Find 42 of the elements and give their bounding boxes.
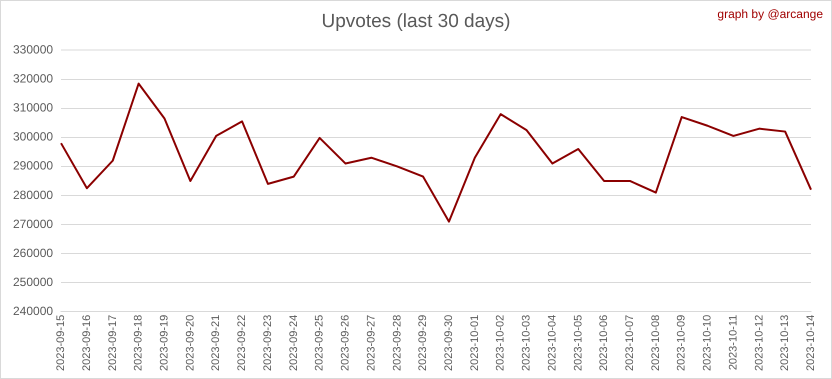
y-tick-label: 300000 [12,130,54,144]
y-tick-label: 240000 [12,304,54,318]
y-tick-label: 280000 [12,188,54,202]
y-tick-label: 250000 [12,274,54,289]
x-tick-label: 2023-09-18 [132,314,145,372]
x-tick-label: 2023-09-26 [340,314,352,372]
y-tick-label: 270000 [12,216,54,231]
chart-title: Upvotes (last 30 days) [321,11,511,32]
x-tick-label: 2023-10-08 [650,314,662,372]
x-tick-label: 2023-10-09 [676,314,688,372]
x-tick-label: 2023-10-07 [624,314,636,372]
x-tick-label: 2023-09-25 [314,314,326,372]
x-tick-label: 2023-09-24 [288,314,300,372]
y-tick-label: 330000 [12,42,54,57]
x-tick-label: 2023-09-20 [184,314,196,372]
text: graph by @arcange [717,7,823,21]
y-tick-label: 320000 [12,72,54,86]
x-tick-label: 2023-10-03 [520,314,533,372]
x-tick-label: 2023-09-15 [55,314,68,372]
x-tick-label: 2023-09-21 [210,314,222,372]
x-tick-label: 2023-10-02 [494,314,507,372]
x-tick-label: 2023-10-14 [805,314,818,372]
y-tick-label: 260000 [12,246,54,260]
x-tick-label: 2023-10-13 [779,314,792,372]
x-tick-label: 2023-09-23 [262,314,274,372]
x-tick-label: 2023-09-19 [158,314,171,372]
y-tick-label: 310000 [12,100,54,115]
x-tick-label: 2023-10-01 [468,314,481,372]
x-tick-label: 2023-10-11 [727,314,740,370]
x-tick-label: 2023-09-22 [236,314,248,372]
x-tick-label: 2023-09-29 [417,314,430,372]
y-tick-label: 290000 [12,158,54,173]
x-tick-label: 2023-10-12 [753,314,766,372]
x-tick-label: 2023-10-05 [572,314,584,372]
x-tick-label: 2023-09-17 [106,314,119,372]
x-tick-label: 2023-10-10 [702,314,714,372]
x-tick-label: 2023-10-04 [546,314,558,372]
x-tick-label: 2023-09-30 [442,314,455,372]
x-tick-label: 2023-09-16 [80,314,93,372]
x-tick-label: 2023-09-28 [391,314,404,372]
x-tick-label: 2023-09-27 [365,314,378,372]
x-tick-label: 2023-10-06 [598,314,610,372]
